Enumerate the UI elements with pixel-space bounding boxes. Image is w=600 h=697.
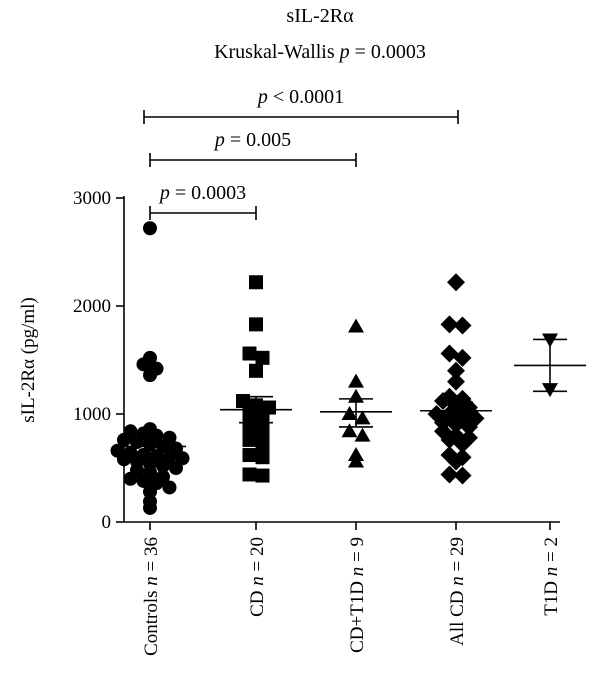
chart-subtitle: Kruskal-Wallis p = 0.0003 [214,41,426,63]
data-point [242,346,257,361]
mean-sem-bars [114,338,586,457]
data-point [348,318,364,333]
data-point [255,468,270,483]
comparison-bracket [149,153,357,167]
data-point [149,361,164,376]
comparison-p-value: p < 0.0001 [256,86,344,108]
category-labels: Controls n = 36 CD n = 20 CD+T1D n = 9 All … [141,537,562,656]
comparison-brackets: p = 0.0003 p = 0.005 p < 0.0001 [143,86,459,220]
data-point [440,446,459,465]
data-point [236,394,250,409]
data-point [249,275,263,290]
data-point [440,315,459,334]
category-label: CD+T1D n = 9 [347,537,368,653]
y-tick-label: 2000 [73,296,111,317]
y-axis-label: sIL-2Rα (pg/ml) [18,297,39,423]
data-point [242,448,257,463]
data-point [354,410,371,425]
category-label: Controls n = 36 [141,537,162,656]
data-point [123,424,138,439]
data-point [169,441,183,456]
data-point [249,317,263,332]
data-points [110,221,558,515]
data-point [447,426,465,445]
data-point [162,480,177,495]
data-point [242,467,257,482]
data-point [460,428,478,447]
y-tick-label: 1000 [73,404,111,425]
comparison-p-value: p = 0.0003 [158,182,246,204]
data-point [136,448,151,463]
data-point [143,422,157,437]
comparison-p-value: p = 0.005 [213,129,291,151]
data-point [255,350,270,365]
y-tick-label: 3000 [73,188,111,209]
data-point [447,361,465,380]
data-point [162,430,177,445]
data-point [255,450,270,465]
data-point [453,448,472,467]
data-point [440,465,459,484]
data-point [249,363,263,378]
y-tick-label: 0 [102,512,112,533]
data-point [255,411,270,426]
data-point [262,400,276,415]
axes: 0 1000 2000 3000 [73,188,560,533]
category-label: T1D n = 2 [541,537,562,616]
data-point [453,466,472,485]
data-point [156,469,170,484]
data-point [348,373,364,388]
data-point [143,350,157,365]
data-point [341,423,358,438]
category-label: All CD n = 29 [447,537,468,646]
data-point [143,494,157,509]
data-point [447,372,465,391]
data-point [354,427,371,442]
data-point [341,406,358,420]
data-point [453,316,472,335]
chart-title: sIL-2Rα [286,5,354,27]
data-point [453,348,472,367]
comparison-bracket [143,110,459,124]
data-point [143,221,157,236]
data-point [453,389,472,408]
data-point [447,273,465,292]
data-point [110,443,125,458]
category-label: CD n = 20 [247,537,268,617]
comparison-bracket [149,206,257,220]
data-point [440,387,459,406]
data-point [348,447,364,462]
